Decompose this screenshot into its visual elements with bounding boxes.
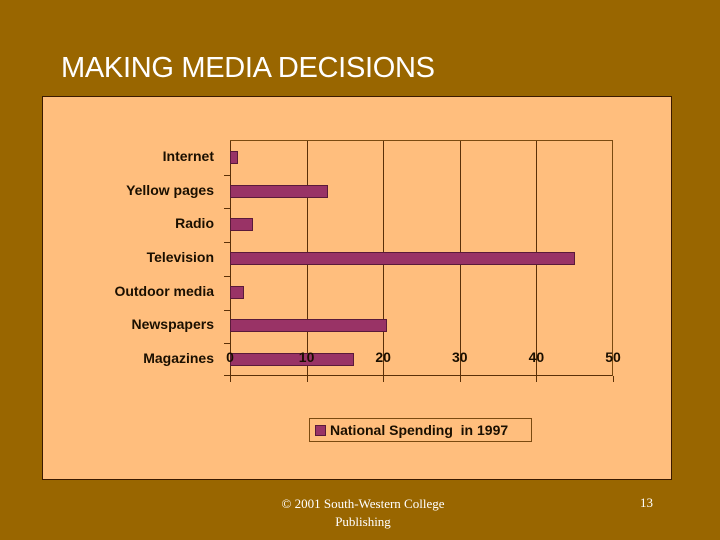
chart-panel: Internet Yellow pages Radio Television Outdo… — [42, 96, 672, 480]
bar-newspapers — [230, 319, 388, 333]
category-label: Radio — [175, 215, 214, 232]
bar-magazines — [230, 353, 355, 367]
y-tick — [224, 343, 230, 345]
x-tick-label: 40 — [528, 349, 545, 365]
legend-swatch — [315, 424, 326, 436]
y-tick — [224, 309, 230, 311]
bar-television — [230, 252, 575, 265]
x-tick-label: 10 — [298, 349, 315, 365]
category-label: Magazines — [143, 350, 214, 367]
bar-outdoor-media — [230, 285, 244, 299]
y-tick — [224, 275, 230, 277]
category-label: Yellow pages — [126, 181, 214, 198]
y-tick — [224, 174, 230, 176]
category-label: Internet — [162, 147, 214, 164]
x-tick-label: 0 — [226, 349, 234, 365]
x-tick-label: 20 — [375, 349, 391, 365]
bar-radio — [230, 218, 253, 232]
legend: National Spending in 1997 — [309, 418, 532, 442]
x-axis — [224, 375, 612, 376]
x-tick-label: 30 — [452, 349, 468, 365]
x-tick — [459, 376, 461, 382]
x-tick — [613, 376, 614, 382]
x-tick — [306, 376, 308, 382]
y-tick — [224, 208, 230, 210]
bar-internet — [230, 150, 238, 164]
y-tick — [224, 242, 230, 244]
category-label: Television — [146, 249, 214, 265]
slide-title: MAKING MEDIA DECISIONS — [61, 52, 435, 84]
category-label: Outdoor media — [114, 282, 214, 299]
x-tick — [383, 376, 385, 382]
page-number: 13 — [640, 495, 653, 510]
footer-copyright: © 2001 South-Western College Publishing — [281, 496, 445, 529]
plot-area — [224, 140, 614, 382]
category-label: Newspapers — [131, 316, 214, 333]
x-tick — [230, 376, 231, 382]
x-tick-label: 50 — [605, 349, 621, 365]
legend-label: National Spending in 1997 — [330, 422, 509, 438]
bar-yellow-pages — [230, 184, 329, 198]
x-tick — [536, 376, 538, 382]
